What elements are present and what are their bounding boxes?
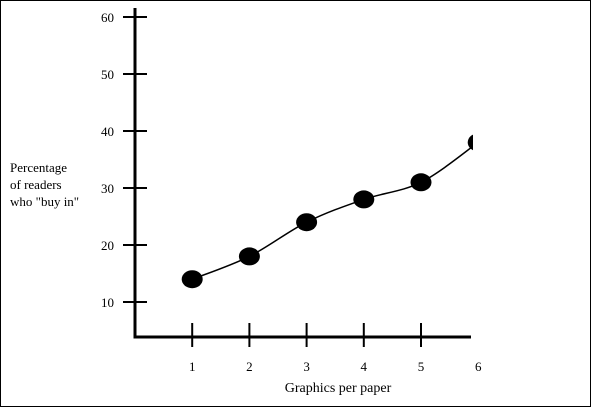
data-point bbox=[467, 134, 473, 151]
data-point bbox=[410, 173, 432, 192]
y-tick-label: 40 bbox=[101, 124, 114, 139]
data-point bbox=[353, 190, 375, 209]
y-axis-label: Percentage of readers who "buy in" bbox=[10, 159, 79, 210]
x-tick-label: 1 bbox=[189, 359, 196, 374]
data-point bbox=[296, 213, 318, 232]
y-tick-label: 10 bbox=[101, 295, 114, 310]
axes bbox=[123, 8, 471, 347]
data-point bbox=[238, 247, 260, 266]
data-points-group bbox=[181, 134, 473, 289]
x-tick-label: 2 bbox=[246, 359, 253, 374]
y-tick-label: 30 bbox=[101, 181, 114, 196]
y-axis-label-line: of readers bbox=[10, 177, 62, 192]
y-tick-label: 20 bbox=[101, 238, 114, 253]
x-tick-label: 3 bbox=[303, 359, 310, 374]
series-line bbox=[191, 145, 473, 280]
y-axis-label-line: who "buy in" bbox=[10, 194, 80, 209]
data-point bbox=[181, 270, 203, 289]
series-line-group bbox=[191, 145, 473, 280]
y-axis-label-line: Percentage bbox=[10, 160, 68, 175]
x-tick-label: 5 bbox=[418, 359, 425, 374]
x-tick-label: 6 bbox=[475, 359, 482, 374]
x-axis-label: Graphics per paper bbox=[285, 381, 392, 396]
x-tick-label: 4 bbox=[361, 359, 368, 374]
y-tick-label: 50 bbox=[101, 67, 114, 82]
tick-labels-group: 10 20 30 40 50 60 1 2 3 4 5 6 bbox=[101, 10, 482, 374]
y-tick-label: 60 bbox=[101, 10, 114, 25]
